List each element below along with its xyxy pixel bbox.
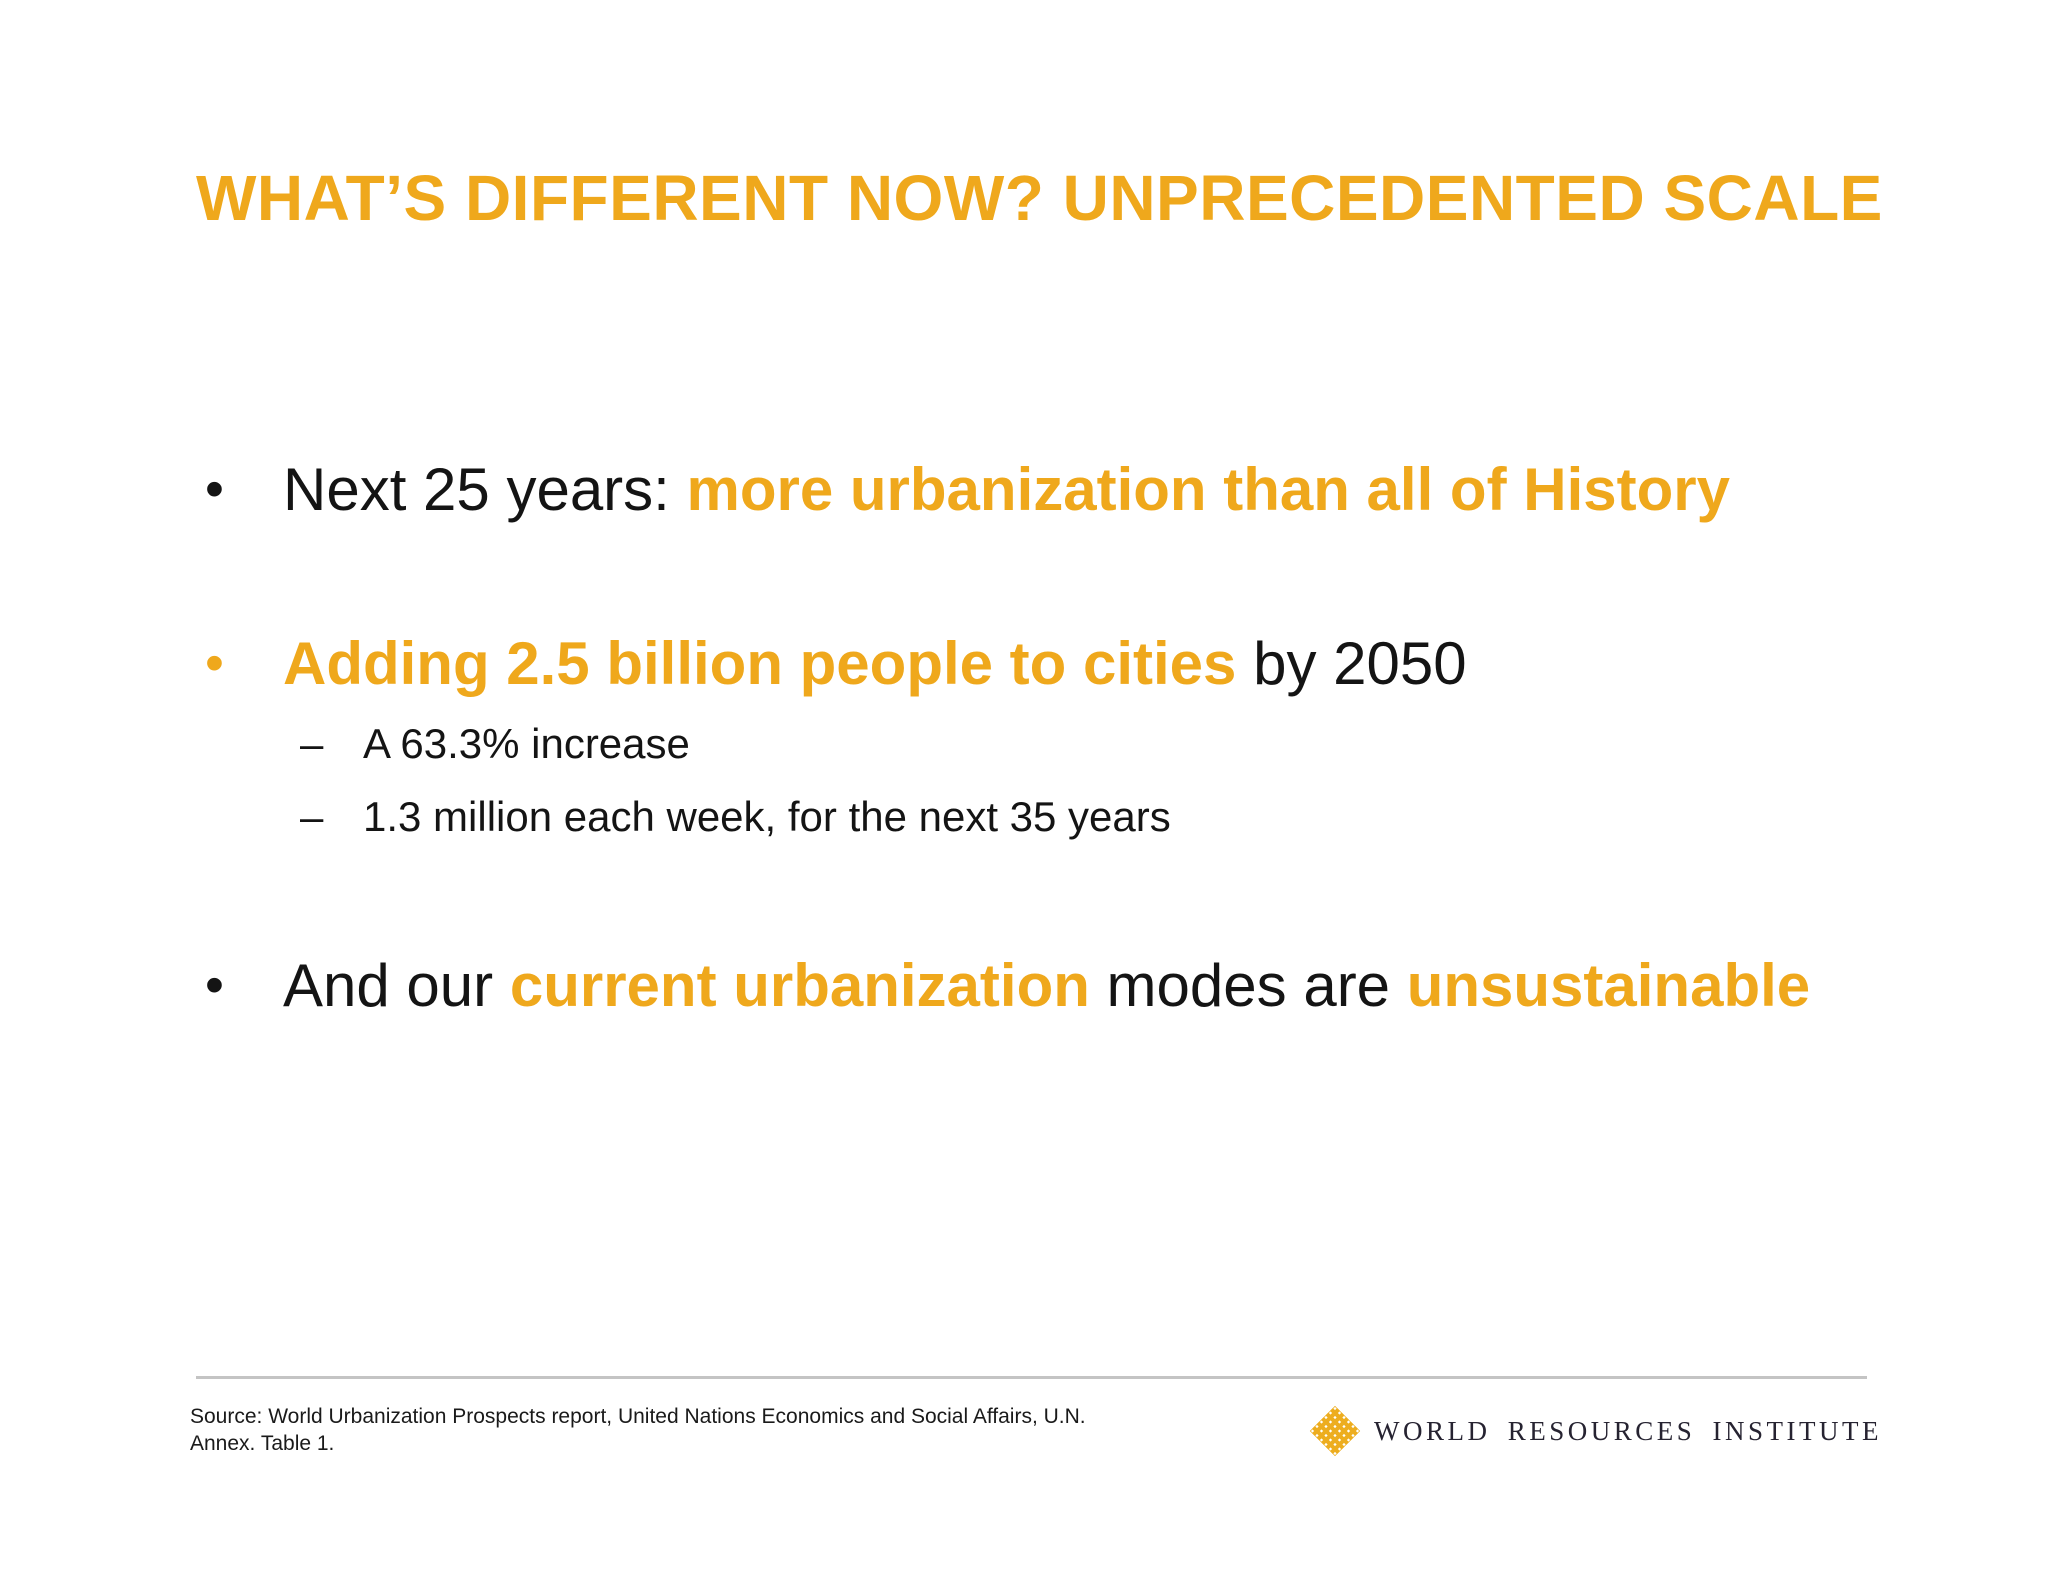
bullet-text-highlight: Adding 2.5 billion people to cities	[283, 629, 1237, 697]
sub-bullet-dash: –	[300, 720, 324, 767]
bullet-text-plain: by 2050	[1236, 629, 1467, 697]
bullet-text: And our current urbanization modes are u…	[283, 951, 1810, 1020]
source-line-2: Annex. Table 1.	[190, 1432, 335, 1455]
bullet-text-plain: Next 25 years:	[283, 455, 687, 523]
bullet-item-1: • Next 25 years: more urbanization than …	[0, 444, 2048, 534]
sub-bullet-text: A 63.3% increase	[363, 719, 690, 767]
sub-bullet-item-2: – 1.3 million each week, for the next 35…	[0, 777, 2048, 857]
bullet-marker: •	[205, 955, 224, 1015]
bullet-marker: •	[205, 633, 224, 693]
woven-diamond-icon	[1309, 1405, 1361, 1457]
bullet-text-plain: And our	[283, 951, 510, 1019]
slide-title: WHAT’S DIFFERENT NOW? UNPRECEDENTED SCAL…	[196, 162, 1883, 234]
bullet-text: Adding 2.5 billion people to cities by 2…	[283, 629, 1467, 698]
wri-logo: WORLD RESOURCES INSTITUTE	[1308, 1403, 1882, 1459]
bullet-text-highlight: unsustainable	[1406, 951, 1811, 1019]
source-note: Source: World Urbanization Prospects rep…	[190, 1403, 1086, 1457]
bullet-text-highlight: more urbanization than all of History	[686, 455, 1730, 523]
wri-logo-wordmark: WORLD RESOURCES INSTITUTE	[1374, 1415, 1882, 1446]
source-line-1: Source: World Urbanization Prospects rep…	[190, 1405, 1086, 1428]
sub-bullet-dash: –	[300, 793, 324, 840]
bullet-item-2: • Adding 2.5 billion people to cities by…	[0, 618, 2048, 708]
bullet-marker: •	[205, 459, 224, 519]
bullet-item-3: • And our current urbanization modes are…	[0, 940, 2048, 1030]
bullet-text-plain: modes are	[1089, 951, 1407, 1019]
bullet-text: Next 25 years: more urbanization than al…	[283, 455, 1730, 524]
footer-divider	[196, 1376, 1867, 1379]
sub-bullet-text: 1.3 million each week, for the next 35 y…	[363, 792, 1171, 840]
sub-bullet-item-1: – A 63.3% increase	[0, 704, 2048, 784]
bullet-text-highlight: current urbanization	[509, 951, 1090, 1019]
